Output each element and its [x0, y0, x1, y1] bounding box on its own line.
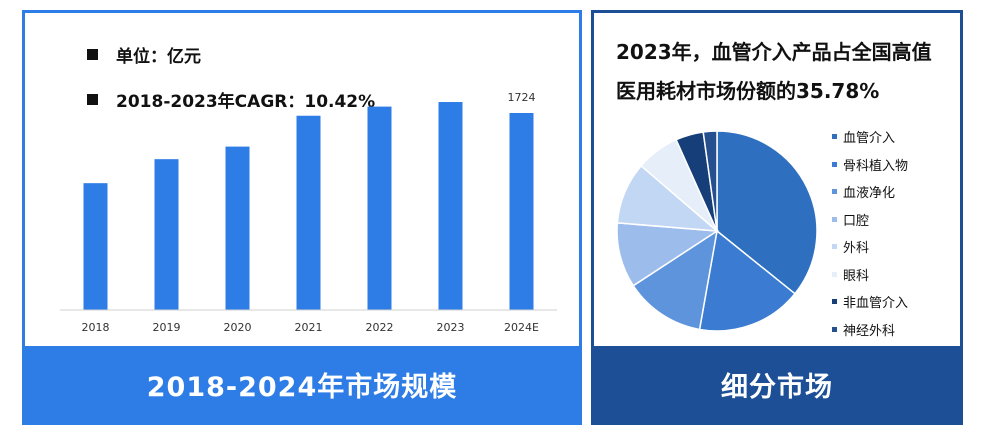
- legend-swatch-icon: [832, 326, 837, 332]
- legend-swatch-icon: [832, 299, 837, 305]
- x-tick-label: 2024E: [504, 321, 539, 334]
- pie-legend-label: 神经外科: [843, 323, 896, 339]
- legend-swatch-icon: [832, 161, 837, 167]
- unit-label: 单位：亿元: [87, 42, 201, 67]
- bar-data-label: 1724: [508, 91, 536, 104]
- bar-2021: [296, 115, 321, 310]
- x-tick-label: 2022: [366, 321, 394, 334]
- cagr-label: 2018-2023年CAGR：10.42%: [87, 87, 375, 112]
- pie-chart: [616, 130, 818, 332]
- pie-legend-label: 非血管介入: [843, 296, 909, 312]
- cagr-text: 2018-2023年CAGR：10.42%: [116, 92, 376, 112]
- x-tick-label: 2020: [224, 321, 252, 334]
- pie-slice-1: [698, 229, 796, 332]
- bar-2018: [83, 183, 108, 310]
- pie-legend-label: 血管介入: [843, 131, 896, 147]
- pie-legend-label: 口腔: [843, 213, 870, 229]
- pie-legend-item: 非血管介入: [832, 288, 908, 316]
- x-tick-label: 2019: [153, 321, 181, 334]
- pie-slice-7: [702, 130, 718, 232]
- bar-chart: 2018 2019 2020 2021 2022 2023 2024E 1724: [60, 91, 557, 334]
- x-tick-label: 2021: [295, 321, 323, 334]
- pie-legend-label: 血液净化: [843, 186, 896, 202]
- pie-legend: 血管介入骨科植入物血液净化口腔外科眼科非血管介入神经外科: [832, 123, 908, 343]
- pie-title: 2023年，血管介入产品占全国高值医用耗材市场份额的35.78%: [616, 40, 932, 103]
- legend-swatch-icon: [832, 271, 837, 277]
- segment-panel: 2023年，血管介入产品占全国高值医用耗材市场份额的35.78% 血管介入骨科植…: [591, 10, 963, 425]
- bar-2023: [438, 102, 463, 311]
- pie-legend-label: 眼科: [843, 268, 870, 284]
- pie-legend-item: 神经外科: [832, 316, 908, 344]
- unit-text: 单位：亿元: [116, 47, 201, 67]
- bar-2019: [154, 159, 179, 310]
- legend-swatch-icon: [832, 134, 837, 140]
- legend-swatch-icon: [832, 244, 837, 250]
- pie-legend-item: 血液净化: [832, 178, 908, 206]
- bar-2024E: [509, 113, 534, 310]
- pie-legend-label: 外科: [843, 241, 870, 257]
- bar-2020: [225, 146, 250, 310]
- pie-legend-item: 血管介入: [832, 123, 908, 151]
- legend-swatch-icon: [832, 189, 837, 195]
- x-tick-label: 2023: [437, 321, 465, 334]
- pie-legend-label: 骨科植入物: [843, 158, 909, 174]
- bullet-square-icon: [87, 94, 98, 105]
- pie-legend-item: 口腔: [832, 206, 908, 234]
- pie-legend-item: 眼科: [832, 261, 908, 289]
- x-tick-label: 2018: [82, 321, 110, 334]
- bar-2022: [367, 106, 392, 311]
- pie-legend-item: 骨科植入物: [832, 151, 908, 179]
- legend-swatch-icon: [832, 216, 837, 222]
- market-size-footer-title: 2018-2024年市场规模: [25, 346, 579, 422]
- segment-footer-title: 细分市场: [594, 346, 960, 422]
- pie-slice-2: [632, 229, 719, 331]
- bullet-square-icon: [87, 49, 98, 60]
- pie-legend-item: 外科: [832, 233, 908, 261]
- pie-slice-0: [716, 130, 818, 295]
- market-size-panel: 单位：亿元 2018-2023年CAGR：10.42% 2018 2019 2020…: [22, 10, 582, 425]
